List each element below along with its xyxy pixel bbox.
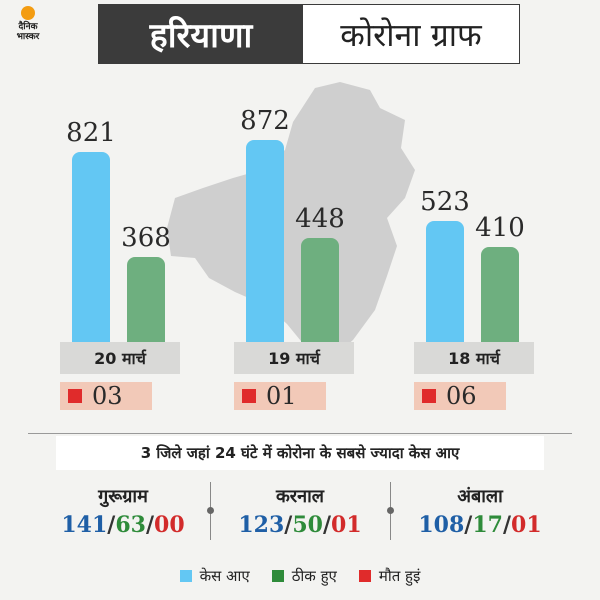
state-title: हरियाणा xyxy=(98,4,304,64)
district-cases: 141 xyxy=(61,512,108,538)
data-label-cases-18-march: 523 xyxy=(420,187,470,217)
bar-recovered-20-march xyxy=(127,257,165,342)
bar-recovered-19-march xyxy=(301,238,339,342)
legend-item-recovered: ठीक हुए xyxy=(271,566,337,586)
district-karnal: करनाल 123/50/01 xyxy=(205,484,395,538)
data-label-cases-20-march: 821 xyxy=(66,118,116,148)
district-deaths: 01 xyxy=(331,512,362,538)
data-label-recovered-20-march: 368 xyxy=(121,223,171,253)
legend-swatch-deaths xyxy=(358,570,371,582)
bar-recovered-18-march xyxy=(481,247,519,342)
separator-dot xyxy=(387,507,394,514)
section-divider xyxy=(28,433,572,434)
district-ambala: अंबाला 108/17/01 xyxy=(385,484,575,538)
district-gurugram: गुरूग्राम 141/63/00 xyxy=(28,484,218,538)
date-label-19-march: 19 मार्च xyxy=(234,342,354,374)
district-stats: 141/63/00 xyxy=(61,512,185,538)
legend-item-cases: केस आए xyxy=(179,566,250,586)
data-label-cases-19-march: 872 xyxy=(240,106,290,136)
district-recovered: 17 xyxy=(472,512,503,538)
legend-swatch-recovered xyxy=(271,570,284,582)
logo-text-line1: दैनिक xyxy=(18,22,38,32)
deaths-value: 01 xyxy=(266,382,297,410)
district-cases: 123 xyxy=(238,512,285,538)
district-deaths: 00 xyxy=(154,512,185,538)
death-marker-icon xyxy=(242,389,256,403)
death-marker-icon xyxy=(68,389,82,403)
section-subtitle: 3 जिले जहां 24 घंटे में कोरोना के सबसे ज… xyxy=(56,436,544,470)
district-name: अंबाला xyxy=(457,486,503,507)
logo-text-line2: भास्कर xyxy=(16,32,40,42)
bar-cases-20-march xyxy=(72,152,110,342)
haryana-map-silhouette xyxy=(167,82,415,364)
date-label-18-march: 18 मार्च xyxy=(414,342,534,374)
deaths-box-19-march: 01 xyxy=(234,382,326,410)
deaths-value: 03 xyxy=(92,382,123,410)
deaths-value: 06 xyxy=(446,382,477,410)
district-recovered: 63 xyxy=(115,512,146,538)
date-label-20-march: 20 मार्च xyxy=(60,342,180,374)
data-label-recovered-18-march: 410 xyxy=(475,213,525,243)
deaths-box-20-march: 03 xyxy=(60,382,152,410)
legend-label-recovered: ठीक हुए xyxy=(291,567,337,585)
district-cases: 108 xyxy=(418,512,465,538)
death-marker-icon xyxy=(422,389,436,403)
bar-cases-18-march xyxy=(426,221,464,342)
bar-cases-19-march xyxy=(246,140,284,342)
legend-swatch-cases xyxy=(179,570,192,582)
data-label-recovered-19-march: 448 xyxy=(295,204,345,234)
district-deaths: 01 xyxy=(511,512,542,538)
legend-label-deaths: मौत हुइं xyxy=(378,567,421,585)
district-stats: 108/17/01 xyxy=(418,512,542,538)
separator-dot xyxy=(207,507,214,514)
deaths-box-18-march: 06 xyxy=(414,382,506,410)
district-name: गुरूग्राम xyxy=(98,486,148,507)
legend-item-deaths: मौत हुइं xyxy=(358,566,421,586)
sun-icon xyxy=(21,6,35,20)
legend-label-cases: केस आए xyxy=(199,567,250,585)
district-name: करनाल xyxy=(275,486,325,507)
dainik-bhaskar-logo: दैनिक भास्कर xyxy=(6,6,50,58)
legend: केस आए ठीक हुए मौत हुइं xyxy=(0,566,600,586)
graph-title: कोरोना ग्राफ xyxy=(302,4,520,64)
district-stats: 123/50/01 xyxy=(238,512,362,538)
district-recovered: 50 xyxy=(292,512,323,538)
